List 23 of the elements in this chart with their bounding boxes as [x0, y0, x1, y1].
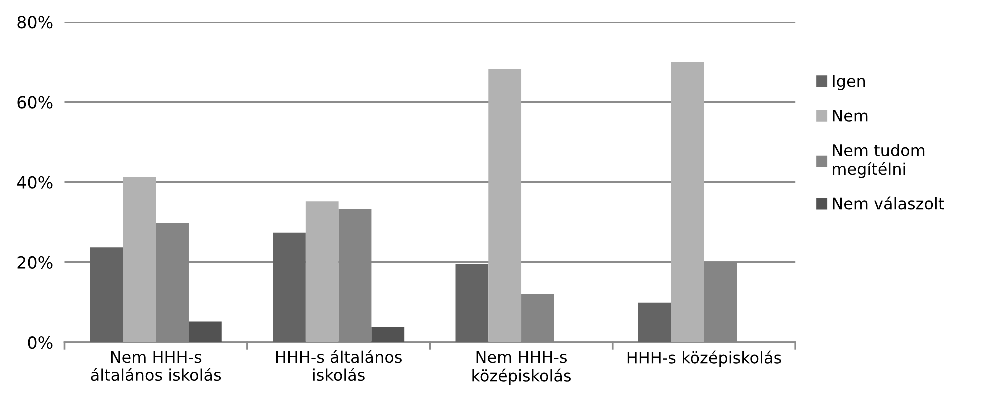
- x-tick-label: HHH-s általános iskolás: [276, 350, 402, 382]
- bar: [188, 322, 222, 343]
- bar: [123, 178, 156, 343]
- legend-label: Igen: [833, 75, 866, 90]
- y-tick-label: 80%: [18, 16, 53, 29]
- legend-label: Nem tudom megítélni: [833, 144, 925, 178]
- x-tick-label: Nem HHH-s általános iskolás: [91, 351, 222, 382]
- bar: [372, 327, 405, 343]
- x-tick-label: HHH-s középiskolás: [628, 350, 782, 367]
- legend-label: Nem válaszolt: [833, 196, 944, 210]
- y-tick-label: 20%: [18, 256, 53, 270]
- bar: [306, 202, 339, 343]
- bar: [456, 264, 489, 343]
- y-tick-label: 40%: [17, 176, 53, 189]
- x-tick-label: Nem HHH-s középiskolás: [472, 351, 572, 385]
- y-tick-label: 0%: [28, 336, 53, 350]
- y-tick-label: 60%: [18, 96, 53, 109]
- bar: [273, 232, 306, 343]
- bar: [488, 69, 522, 343]
- legend-label: Nem: [833, 110, 868, 122]
- bar: [638, 302, 672, 343]
- bar: [671, 62, 704, 343]
- bar: [90, 248, 124, 343]
